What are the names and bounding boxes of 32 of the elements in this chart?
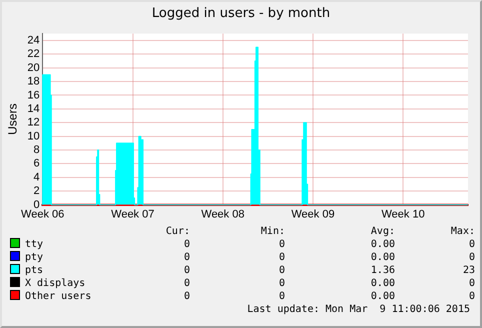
text: Last update: Mon Mar 9 11:00:06 2015 [247,304,470,315]
legend-label: Other users [24,290,92,303]
y-tick-label: 0 [34,198,40,211]
y-axis-title: Users [6,104,20,135]
y-tick-label: 4 [34,171,40,184]
text: Cur: Min: Avg: Max: [166,226,475,237]
legend-label: pts [24,264,44,277]
text: 0 0 0.00 0 [184,290,475,302]
text: 0 0 0.00 0 [184,278,475,288]
x-tick-label: Week 07 [111,208,154,220]
y-tick-label: 18 [27,76,40,88]
y-tick-label: 22 [27,48,40,60]
text: 0 0 0.00 0 [184,238,475,250]
y-tick-label: 6 [34,158,40,170]
x-tick-label: Week 06 [21,208,64,220]
x-tick-label: Week 08 [201,208,244,220]
chart-title: Logged in users - by month [150,6,332,21]
legend-label: tty [24,238,44,251]
y-tick-label: 2 [34,185,40,198]
text: 0 0 1.36 23 [184,264,475,276]
x-tick-label: Week 10 [381,208,425,220]
y-tick-label: 14 [27,102,40,115]
legend-label: X displays [24,277,86,290]
y-tick-label: 20 [27,62,40,74]
y-tick-label: 16 [27,89,40,102]
y-tick-label: 8 [34,144,40,156]
y-tick-label: 10 [27,130,40,142]
x-tick-label: Week 09 [291,208,335,220]
y-tick-label: 24 [27,34,40,46]
text: 0 0 0.00 0 [184,252,475,262]
legend-label: pty [24,251,44,264]
y-tick-label: 12 [27,116,40,129]
